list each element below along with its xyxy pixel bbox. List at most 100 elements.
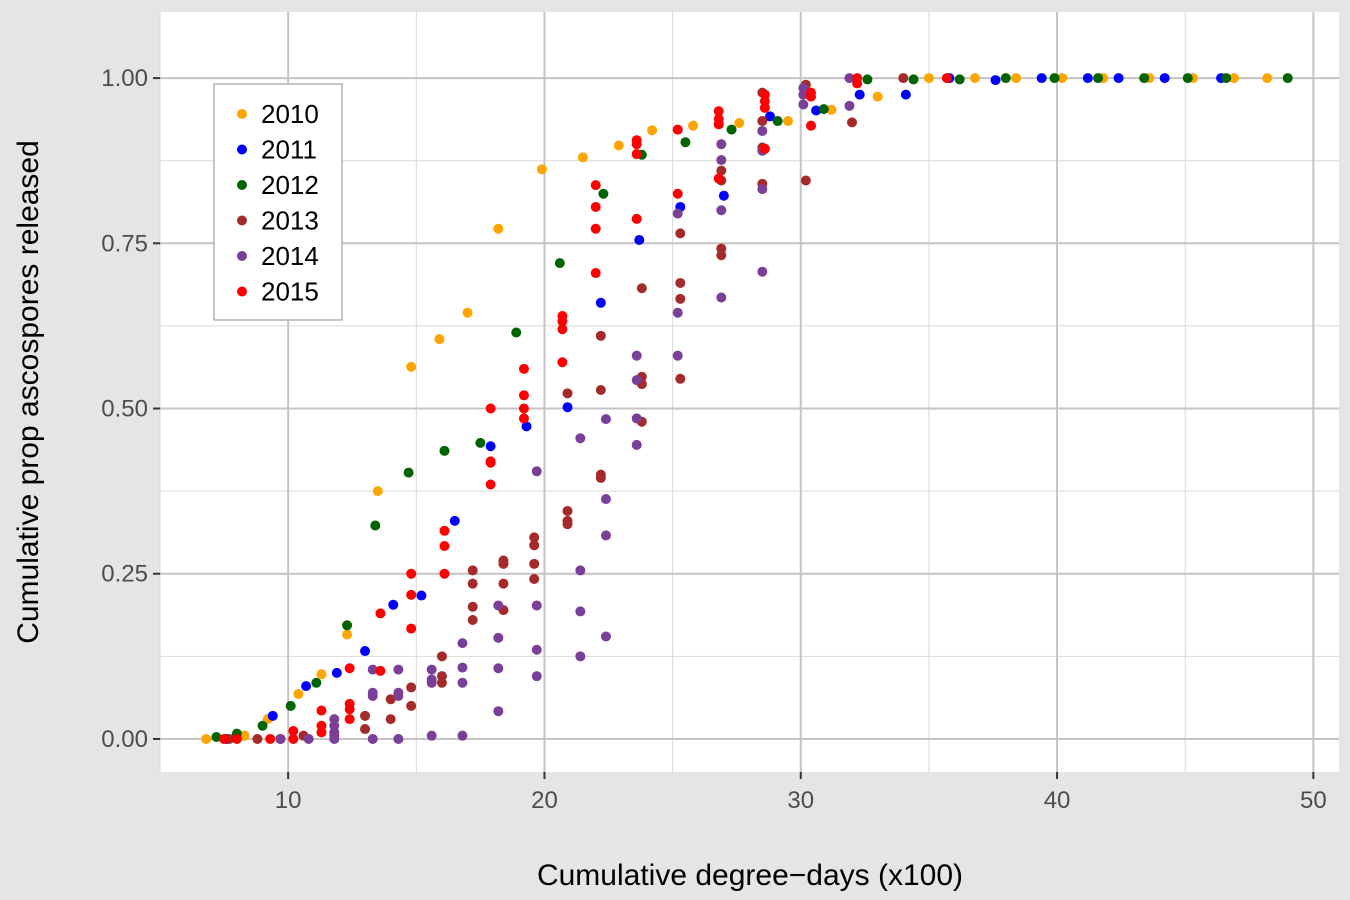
data-point [498,578,509,589]
data-point [923,73,934,84]
data-point [375,665,386,676]
data-point [908,74,919,85]
legend-marker-2012 [237,180,247,190]
data-point [1011,73,1022,84]
data-point [426,664,437,675]
data-point [316,705,327,716]
data-point [757,266,768,277]
x-tick-label: 10 [275,787,302,814]
data-point [631,350,642,361]
legend-marker-2014 [237,251,247,261]
data-point [672,350,683,361]
data-point [759,89,770,100]
x-tick-label: 40 [1044,787,1071,814]
data-point [872,91,883,102]
series-2014 [275,73,855,744]
data-point [439,568,450,579]
data-point [288,733,299,744]
data-point [600,494,611,505]
data-point [800,175,811,186]
data-point [288,726,299,737]
data-point [462,307,473,318]
data-point [406,568,417,579]
data-point [211,731,222,742]
data-point [1228,73,1239,84]
y-tick-label: 0.50 [101,396,148,423]
data-point [1093,73,1104,84]
data-point [531,466,542,477]
data-point [467,565,478,576]
data-point [485,441,496,452]
data-point [275,733,286,744]
data-point [439,445,450,456]
data-point [634,235,645,245]
data-point [406,361,417,372]
data-point [1036,73,1047,84]
data-point [990,75,1001,86]
data-point [457,638,468,649]
data-point [1049,73,1060,84]
legend-label-2010: 2010 [261,99,319,129]
data-point [493,632,504,643]
legend: 2010 2011 2012 2013 2014 2015 [213,83,343,321]
legend-marker-2011 [237,144,247,155]
data-point [590,268,601,279]
data-point [1159,73,1170,84]
data-point [1000,73,1011,84]
data-point [370,520,381,531]
data-point [557,324,568,335]
data-point [595,469,606,480]
data-point [595,330,606,341]
data-point [303,733,314,744]
data-point [434,334,445,345]
data-point [798,83,809,93]
data-point [562,505,573,516]
data-point [485,456,496,467]
data-point [529,574,540,585]
data-point [393,733,404,744]
data-point [1182,73,1193,84]
data-point [1057,73,1068,84]
data-point [457,730,468,741]
data-point [954,74,965,85]
data-point [557,311,568,321]
x-axis-title: Cumulative degree−days (x100) [537,859,963,892]
data-point [675,228,686,239]
data-point [493,706,504,717]
data-point [385,694,396,705]
data-point [239,730,250,741]
data-point [941,73,952,84]
data-point [529,558,540,569]
data-point [511,327,522,338]
data-point [518,390,529,401]
data-point [759,143,770,154]
y-tick-label: 0.75 [101,230,148,257]
data-point [360,646,371,657]
data-point [772,116,783,127]
data-point [557,357,568,368]
data-point [449,515,460,526]
legend-label-2012: 2012 [261,170,319,200]
data-point [493,223,504,234]
data-point [765,111,776,122]
data-point [806,87,817,98]
data-point [647,125,658,136]
data-point [265,733,276,744]
data-point [631,413,642,424]
data-point [467,615,478,625]
data-points [201,73,1293,744]
data-point [316,720,327,731]
data-point [595,297,606,308]
legend-marker-2013 [237,215,247,226]
data-point [344,698,355,709]
data-point [590,180,601,191]
data-point [360,710,371,721]
data-point [518,363,529,374]
data-point [385,714,396,725]
data-point [562,402,573,413]
data-point [716,243,727,254]
data-point [575,651,586,662]
data-point [844,73,855,84]
data-point [636,283,647,294]
data-point [393,664,404,675]
